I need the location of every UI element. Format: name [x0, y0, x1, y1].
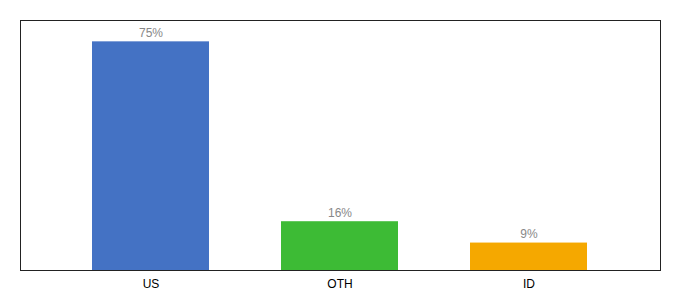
- svg-text:ID: ID: [523, 277, 535, 291]
- svg-text:75%: 75%: [139, 26, 163, 40]
- svg-text:9%: 9%: [520, 227, 538, 241]
- svg-text:US: US: [143, 277, 160, 291]
- svg-text:16%: 16%: [328, 206, 352, 220]
- svg-text:OTH: OTH: [327, 277, 352, 291]
